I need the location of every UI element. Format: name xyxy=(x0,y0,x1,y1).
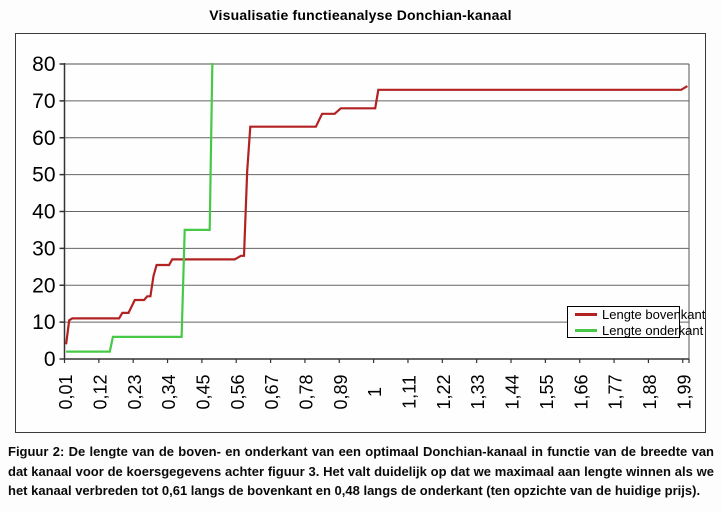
x-axis-label: 0,34 xyxy=(159,374,179,409)
x-axis-label: 0,01 xyxy=(56,374,76,409)
x-axis-label: 0,78 xyxy=(296,374,316,409)
y-axis-label: 0 xyxy=(44,348,56,371)
y-axis-label: 30 xyxy=(32,237,55,260)
y-axis-label: 10 xyxy=(32,311,55,334)
chart-title: Visualisatie functieanalyse Donchian-kan… xyxy=(209,7,512,23)
x-axis-label: 1,88 xyxy=(640,374,660,409)
y-axis-label: 70 xyxy=(32,90,55,113)
series-line-bovenkant xyxy=(65,85,688,345)
x-axis-label: 1,99 xyxy=(674,374,694,409)
x-axis-label: 1,66 xyxy=(571,374,591,409)
y-axis-label: 40 xyxy=(32,201,55,224)
y-axis-label: 50 xyxy=(32,164,55,187)
legend-label: Lengte onderkant xyxy=(602,322,704,338)
x-axis-label: 1,33 xyxy=(468,374,488,409)
x-axis-label: 0,67 xyxy=(262,374,282,409)
y-axis-label: 80 xyxy=(32,53,55,76)
x-axis-label: 1,55 xyxy=(537,374,557,409)
x-axis-label: 0,12 xyxy=(90,374,110,409)
green-line-swatch-icon xyxy=(575,328,597,332)
x-axis-label: 0,23 xyxy=(125,374,145,409)
plot-svg: 0 10 20 30 40 50 60 70 80 0,01 0,12 0,23 0,34 0,45 0,5… xyxy=(32,53,694,410)
x-axis-label: 1,22 xyxy=(434,374,454,409)
chart-frame: 0 10 20 30 40 50 60 70 80 0,01 0,12 0,23 0,34 0,45 0,5… xyxy=(15,33,706,433)
x-axis-label: 1 xyxy=(365,387,385,397)
x-axis-label: 1,77 xyxy=(606,374,626,409)
legend: Lengte bovenkant Lengte onderkant xyxy=(567,306,705,338)
x-axis-label: 0,89 xyxy=(331,374,351,409)
series-line-onderkant xyxy=(66,63,214,353)
x-axis-label: 0,45 xyxy=(193,374,213,409)
red-line-swatch-icon xyxy=(575,312,597,316)
y-axis-label: 20 xyxy=(32,274,55,297)
y-axis-label: 60 xyxy=(32,127,55,150)
legend-item-bovenkant: Lengte bovenkant xyxy=(575,307,705,322)
x-axis-label: 0,56 xyxy=(228,374,248,409)
x-axis-label: 1,44 xyxy=(503,374,523,409)
legend-label: Lengte bovenkant xyxy=(602,306,706,322)
x-axis-label: 1,11 xyxy=(400,375,420,409)
legend-item-onderkant: Lengte onderkant xyxy=(575,323,703,338)
figure-caption: Figuur 2: De lengte van de boven- en ond… xyxy=(8,444,714,498)
